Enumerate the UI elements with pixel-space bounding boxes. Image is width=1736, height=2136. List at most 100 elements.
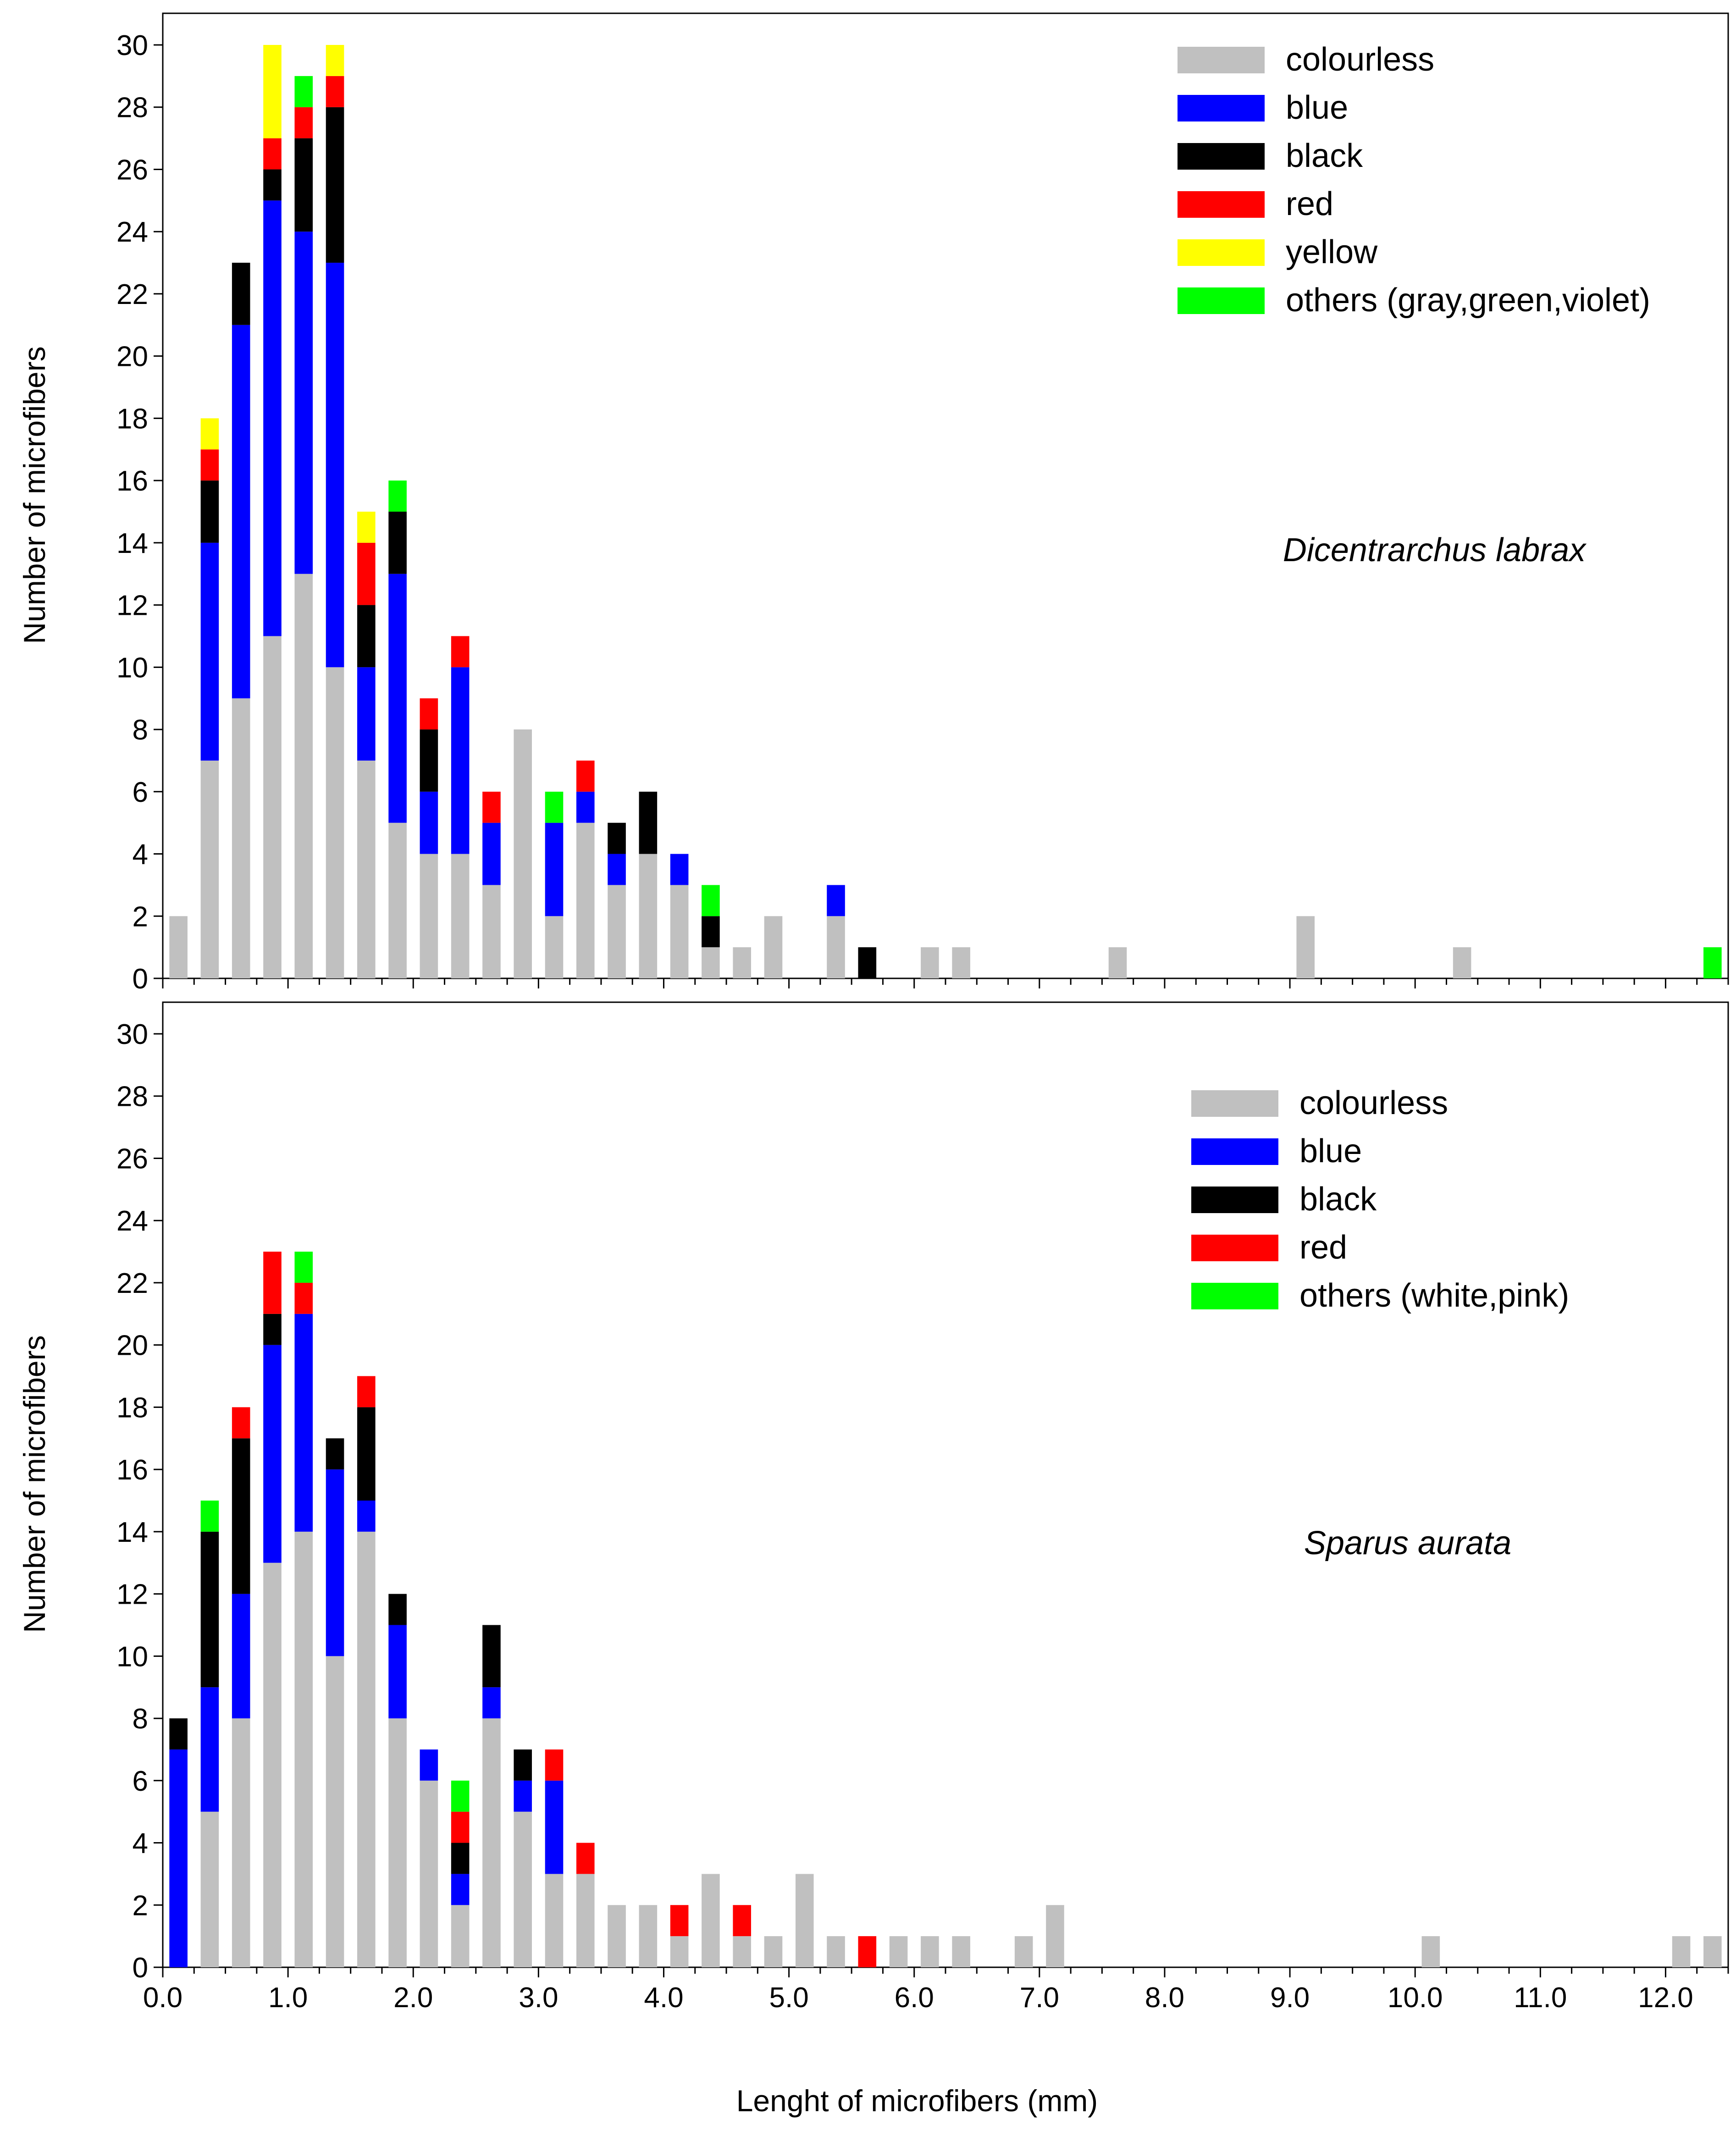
legend-label: colourless <box>1299 1085 1448 1121</box>
bar-segment-black <box>357 605 376 668</box>
bar-segment-colourless <box>764 1936 783 1967</box>
bar-segment-colourless <box>169 916 188 978</box>
bar-segment-colourless <box>263 636 282 978</box>
y-tick-label: 2 <box>133 1890 148 1921</box>
bar-segment-black <box>420 729 438 792</box>
bar-segment-others <box>545 791 564 823</box>
legend-label: black <box>1299 1181 1377 1218</box>
bar-segment-blue <box>357 1501 376 1532</box>
legend-swatch-colourless <box>1178 47 1265 73</box>
bar-segment-blue <box>169 1749 188 1967</box>
y-tick-label: 26 <box>116 154 148 186</box>
legend-label: others (white,pink) <box>1299 1277 1569 1314</box>
bar-segment-others <box>388 480 407 512</box>
bar-segment-colourless <box>733 947 751 978</box>
bar-segment-colourless <box>576 1874 595 1967</box>
bar-segment-others <box>1703 947 1722 978</box>
x-tick-labels: 0.0 1.0 2.0 3.0 4.0 5.0 6.0 7.0 8.0 9.0 10.0 11.0 12… <box>143 1982 1693 2014</box>
bar-segment-blue <box>576 791 595 823</box>
y-tick-label: 4 <box>133 839 148 871</box>
y-axis-label-bottom: Number of microfibers <box>17 1335 51 1633</box>
x-tick-label: 9.0 <box>1270 1982 1310 2014</box>
bar-segment-colourless <box>294 1531 313 1967</box>
y-tick-label: 18 <box>116 1392 148 1424</box>
bar-segment-colourless <box>608 1905 626 1967</box>
bar-segment-blue <box>200 542 219 761</box>
x-tick-label: 8.0 <box>1145 1982 1184 2014</box>
legend-bottom: colourless blue black red others (white,pink… <box>1191 1085 1569 1314</box>
bar-segment-colourless <box>326 667 344 978</box>
bar-segment-others <box>451 1780 470 1812</box>
bar-segment-colourless <box>263 1562 282 1967</box>
y-tick-label: 24 <box>116 1205 148 1237</box>
bar-segment-red <box>576 1843 595 1874</box>
legend-swatch-red <box>1191 1235 1278 1261</box>
bar-segment-colourless <box>451 1905 470 1967</box>
bar-segment-black <box>482 1625 501 1688</box>
bar-segment-red <box>357 542 376 605</box>
bar-segment-blue <box>263 1345 282 1563</box>
bar-segment-red <box>420 698 438 730</box>
legend-swatch-others <box>1191 1283 1278 1309</box>
legend-swatch-others <box>1178 287 1265 314</box>
x-tick-label: 12.0 <box>1638 1982 1693 2014</box>
bar-segment-blue <box>232 325 250 699</box>
bar-segment-black <box>608 822 626 854</box>
bar-segment-red <box>263 138 282 170</box>
x-tick-label: 11.0 <box>1514 1982 1567 2014</box>
y-tick-label: 6 <box>133 777 148 808</box>
bar-segment-colourless <box>608 885 626 978</box>
y-tick-label: 22 <box>116 279 148 310</box>
bar-segment-colourless <box>670 1936 689 1967</box>
bar-segment-red <box>357 1376 376 1407</box>
bar-segment-black <box>326 1438 344 1470</box>
bar-segment-black <box>263 169 282 201</box>
legend-swatch-red <box>1178 191 1265 218</box>
bar-segment-yellow <box>357 512 376 543</box>
y-tick-label: 24 <box>116 216 148 248</box>
bar-segment-yellow <box>200 418 219 450</box>
legend-label: yellow <box>1286 234 1378 270</box>
bar-segment-blue <box>670 854 689 885</box>
x-ticks-top <box>162 978 1729 988</box>
bar-segment-black <box>388 512 407 574</box>
bar-segment-colourless <box>795 1874 814 1967</box>
bar-segment-colourless <box>827 916 845 978</box>
bar-segment-blue <box>294 1314 313 1532</box>
bar-segment-black <box>514 1749 532 1781</box>
bar-segment-others <box>200 1501 219 1532</box>
x-tick-label: 6.0 <box>895 1982 934 2014</box>
bar-segment-black <box>263 1314 282 1345</box>
y-tick-label: 28 <box>116 92 148 124</box>
bar-segment-blue <box>388 574 407 823</box>
bar-segment-colourless <box>639 1905 658 1967</box>
y-tick-label: 26 <box>116 1143 148 1175</box>
y-tick-label: 16 <box>116 1454 148 1486</box>
y-tick-label: 12 <box>116 1579 148 1611</box>
bar-segment-black <box>858 947 877 978</box>
bar-segment-blue <box>326 263 344 668</box>
bar-segment-colourless <box>702 1874 720 1967</box>
bar-segment-colourless <box>952 947 970 978</box>
x-tick-label: 10.0 <box>1388 1982 1443 2014</box>
bar-segment-black <box>451 1843 470 1874</box>
bar-segment-black <box>702 916 720 948</box>
bars-top <box>169 45 1722 978</box>
bar-segment-blue <box>232 1594 250 1719</box>
y-tick-label: 18 <box>116 403 148 435</box>
y-tick-label: 14 <box>116 528 148 559</box>
bar-segment-colourless <box>420 1780 438 1967</box>
bar-segment-red <box>294 107 313 138</box>
bar-segment-blue <box>200 1687 219 1812</box>
bar-segment-colourless <box>294 574 313 978</box>
bar-segment-colourless <box>451 854 470 978</box>
bar-segment-red <box>200 449 219 481</box>
bar-segment-colourless <box>827 1936 845 1967</box>
bar-segment-colourless <box>200 760 219 978</box>
x-ticks-bottom <box>162 1967 1729 1977</box>
bar-segment-yellow <box>326 45 344 76</box>
